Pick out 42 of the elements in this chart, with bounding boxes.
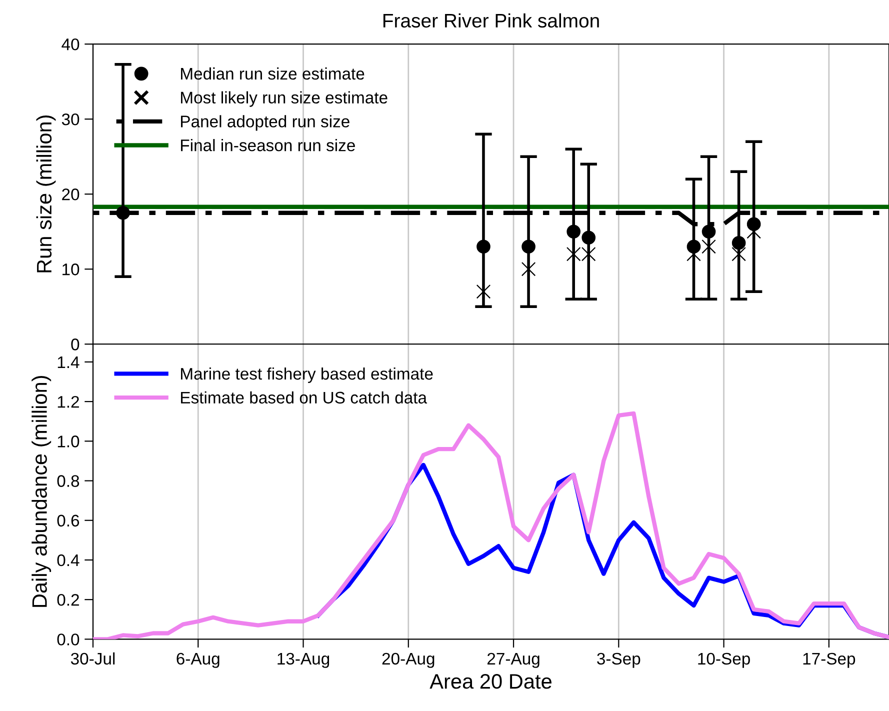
legend-label: Median run size estimate bbox=[181, 67, 364, 80]
chart-title: Fraser River Pink salmon bbox=[383, 13, 599, 28]
point bbox=[582, 230, 596, 245]
y-tick-label: 0 bbox=[71, 338, 80, 350]
point bbox=[476, 284, 491, 299]
point bbox=[702, 239, 716, 254]
x-tick-label: 17-Sep bbox=[803, 652, 856, 668]
x-tick-label: 6-Aug bbox=[176, 652, 220, 668]
y-tick-label: 0.0 bbox=[57, 634, 80, 646]
legend-label: Most likely run size estimate bbox=[181, 91, 388, 107]
x-tick-label: 3-Sep bbox=[597, 652, 640, 668]
y-tick-label: 0.8 bbox=[57, 475, 80, 487]
y-tick-label: 30 bbox=[62, 113, 80, 126]
legend-label: Estimate based on US catch data bbox=[181, 391, 428, 404]
y-tick-label: 1.2 bbox=[58, 396, 79, 408]
point bbox=[702, 224, 716, 239]
x-axis-title: Area 20 Date bbox=[430, 674, 552, 689]
y-tick-label: 20 bbox=[62, 188, 80, 200]
y-tick-label: 0.4 bbox=[57, 554, 80, 566]
point bbox=[732, 236, 746, 250]
point bbox=[522, 240, 536, 254]
point bbox=[732, 246, 746, 262]
x-tick-label: 10-Sep bbox=[698, 652, 750, 668]
point bbox=[116, 206, 130, 220]
point bbox=[476, 240, 490, 254]
y-tick-label: 10 bbox=[62, 264, 80, 276]
x-tick-label: 13-Aug bbox=[278, 652, 330, 668]
x-tick-label: 30-Jul bbox=[70, 652, 115, 665]
y-tick-label: 40 bbox=[62, 38, 80, 50]
y-tick-label: 0.6 bbox=[57, 514, 80, 527]
x-tick-label: 27-Aug bbox=[487, 652, 540, 668]
point bbox=[566, 224, 581, 239]
y-tick-label: 1.4 bbox=[58, 356, 80, 368]
legend-label: Panel adopted run size bbox=[181, 115, 350, 131]
y-axis-title: Daily abundance (million) bbox=[32, 376, 52, 607]
x-tick-label: 20-Aug bbox=[382, 652, 434, 668]
legend-label: Marine test fishery based estimate bbox=[181, 367, 433, 383]
y-tick-label: 1.0 bbox=[58, 436, 80, 448]
y-tick-label: 0.2 bbox=[57, 594, 79, 606]
legend-label: Final in-season run size bbox=[181, 139, 355, 152]
point bbox=[521, 262, 536, 276]
y-axis-title: Run size (million) bbox=[36, 116, 56, 272]
